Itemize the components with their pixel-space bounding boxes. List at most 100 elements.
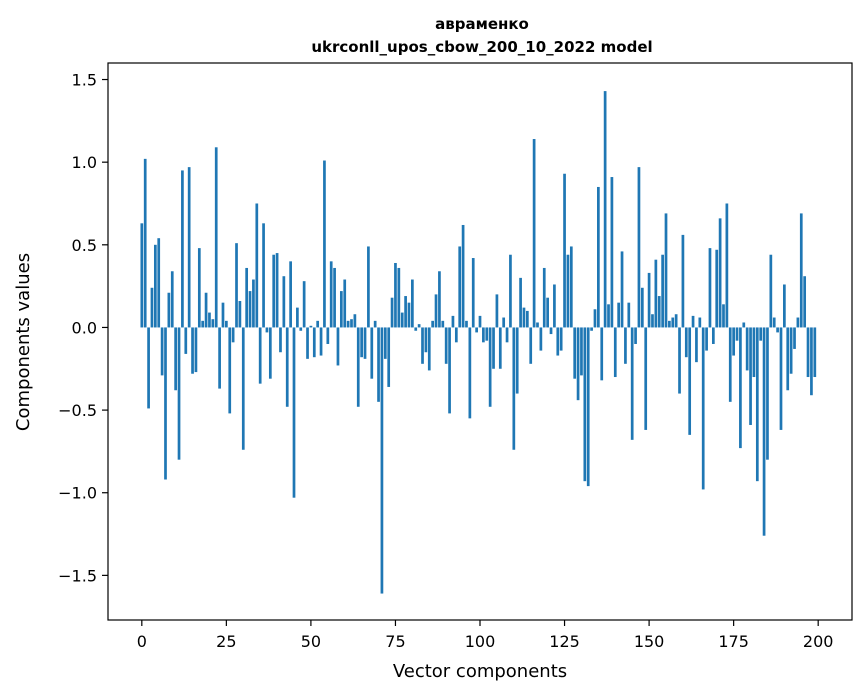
bar-190 [783,284,786,328]
bar-14 [187,167,191,328]
bar-34 [255,203,259,328]
bar-82 [417,324,421,328]
bar-89 [441,320,445,328]
bar-170 [715,249,719,328]
bar-122 [553,284,556,328]
bar-70 [377,327,380,402]
bar-6 [160,327,164,376]
bar-133 [590,327,593,331]
bar-171 [718,218,722,328]
bar-41 [279,327,282,353]
bar-141 [617,302,621,328]
bar-35 [258,327,262,384]
bar-84 [424,327,428,353]
bar-28 [235,243,238,328]
y-tick-label-4: 0.5 [72,236,97,255]
bar-13 [184,327,188,354]
bar-118 [539,327,543,351]
bar-32 [248,291,252,328]
bar-22 [214,147,218,328]
bar-88 [438,271,441,328]
bar-55 [326,327,330,344]
x-axis-ticks: 0 25 50 75 100 125 150 175 200 [137,620,833,651]
bar-142 [620,251,624,328]
bar-68 [370,327,374,379]
bar-156 [668,320,671,328]
bar-46 [296,307,299,328]
bar-57 [333,267,336,328]
bar-138 [607,304,610,328]
bar-18 [201,320,205,328]
bar-130 [580,327,583,376]
bar-198 [810,327,813,396]
bar-126 [566,254,570,328]
bar-37 [265,327,269,333]
bar-15 [191,327,194,374]
bar-8 [167,292,171,328]
bar-62 [350,319,353,328]
bar-25 [225,320,228,328]
bar-103 [488,327,492,407]
bar-90 [444,327,448,364]
bar-98 [471,258,475,328]
bar-66 [363,327,367,359]
bar-143 [624,327,627,364]
x-tick-label-150: 150 [634,632,665,651]
bar-199 [813,327,817,378]
bar-64 [356,327,360,407]
bar-76 [397,267,401,328]
bar-107 [502,317,506,328]
bar-16 [194,327,198,373]
bar-196 [803,276,807,328]
bar-186 [769,254,773,328]
bar-74 [390,297,394,328]
bar-168 [708,248,712,328]
bar-145 [630,327,634,440]
bar-97 [468,327,472,419]
bar-110 [512,327,516,450]
bar-150 [647,272,651,328]
bar-49 [306,327,309,359]
bar-183 [759,327,763,341]
x-tick-label-25: 25 [216,632,236,651]
bar-105 [495,294,499,328]
bar-61 [346,320,350,328]
bar-128 [573,327,577,379]
bar-series [140,91,817,594]
bar-63 [353,314,357,328]
bar-10 [174,327,177,391]
bar-72 [383,327,387,359]
bar-191 [786,327,790,391]
bar-92 [451,315,455,328]
bar-135 [597,186,600,328]
x-tick-label-75: 75 [385,632,405,651]
bar-102 [485,327,489,341]
bar-116 [532,139,536,328]
bar-161 [684,327,688,358]
bar-113 [522,307,526,328]
bar-185 [766,327,769,460]
bar-195 [799,213,803,328]
bar-152 [654,259,658,328]
bar-189 [779,327,783,430]
bar-184 [762,327,766,536]
bar-181 [752,327,756,378]
x-tick-label-175: 175 [718,632,749,651]
bar-42 [282,276,286,328]
bar-166 [701,327,705,490]
bar-54 [323,160,326,328]
bar-71 [380,327,384,594]
x-tick-label-50: 50 [301,632,321,651]
x-axis-label: Vector components [393,661,567,682]
y-axis-label: Components values [13,253,34,431]
bar-131 [583,327,587,482]
bar-51 [312,327,316,358]
chart-title: авраменко [435,15,529,33]
bar-0 [140,223,144,328]
bar-59 [339,291,343,328]
bar-104 [492,327,495,369]
bar-81 [414,327,418,331]
bar-192 [789,327,793,374]
bar-77 [400,312,404,328]
